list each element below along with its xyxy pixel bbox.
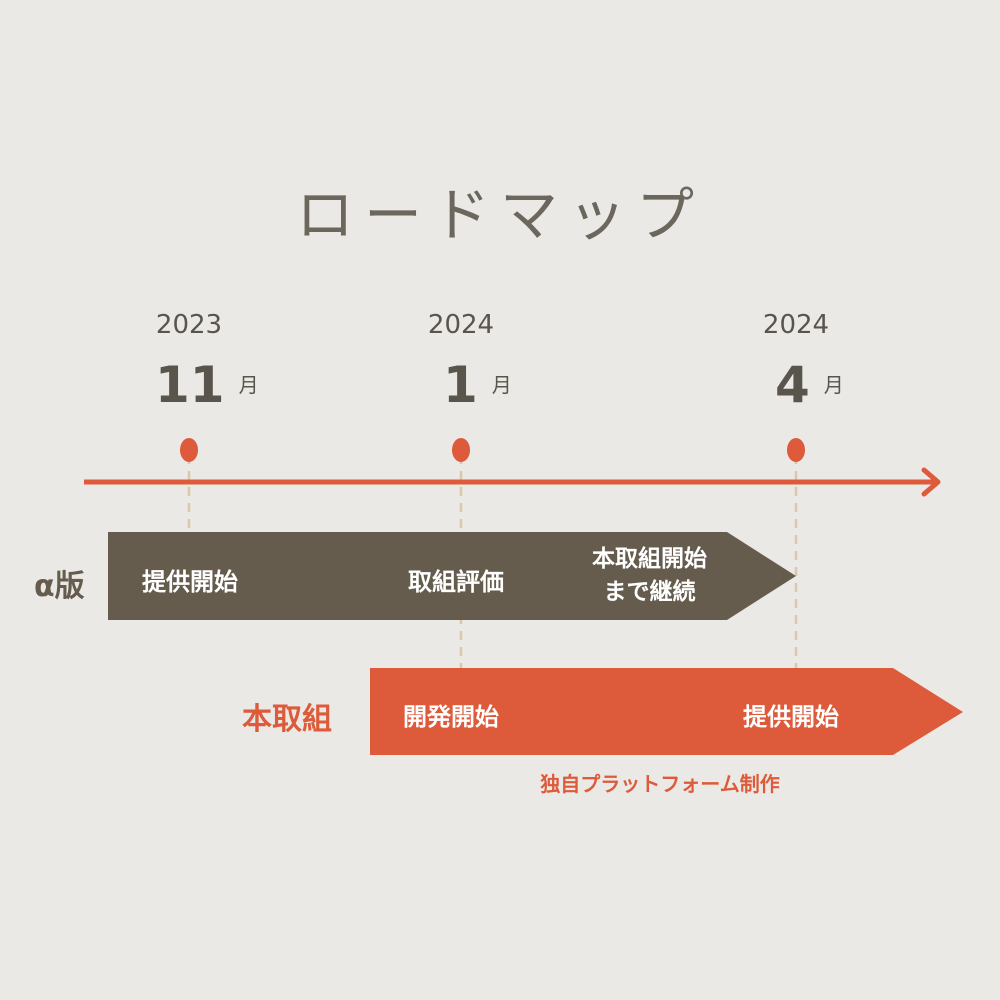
main-item: 提供開始 <box>743 703 839 731</box>
milestone-year: 2024 <box>427 310 495 340</box>
alpha-track-label: α版 <box>34 569 85 604</box>
milestone-dot <box>452 438 470 462</box>
alpha-track-arrow <box>108 532 796 620</box>
main-track-note: 独自プラットフォーム制作 <box>540 772 780 796</box>
milestone-dot <box>787 438 805 462</box>
milestone-year: 2023 <box>155 310 223 340</box>
main-item: 開発開始 <box>403 703 499 731</box>
page-title: ロードマップ <box>295 181 704 249</box>
alpha-item: 本取組開始 まで継続 <box>592 546 707 605</box>
alpha-item: 取組評価 <box>408 568 504 596</box>
main-track-label: 本取組 <box>242 702 332 737</box>
axis-arrowhead <box>921 467 941 497</box>
milestone-year: 2024 <box>762 310 830 340</box>
main-track-arrow <box>370 668 963 755</box>
milestone-month: 11 月 <box>155 356 259 414</box>
alpha-item: 提供開始 <box>142 568 238 596</box>
milestone-dot <box>180 438 198 462</box>
